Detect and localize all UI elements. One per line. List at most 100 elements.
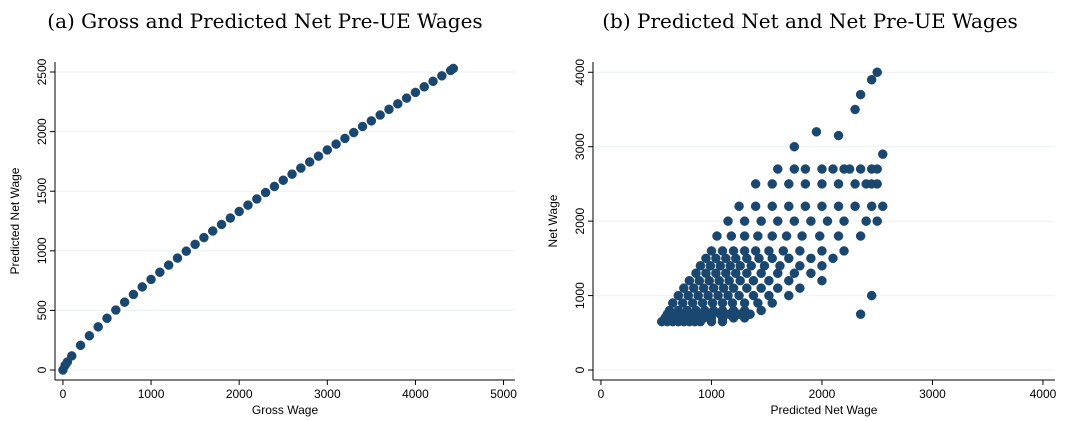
point — [789, 164, 800, 174]
point — [828, 253, 838, 264]
point — [775, 261, 785, 271]
point — [428, 76, 438, 87]
point — [84, 331, 95, 341]
point — [711, 253, 721, 264]
point — [742, 268, 752, 279]
point — [817, 201, 827, 212]
point — [287, 169, 297, 179]
point — [731, 268, 741, 279]
point — [727, 298, 738, 308]
point — [822, 216, 833, 226]
point — [773, 164, 783, 174]
point — [723, 290, 733, 301]
y-tick-label: 500 — [35, 300, 49, 320]
point — [866, 290, 877, 301]
point — [855, 231, 866, 241]
y-tick-label: 1500 — [35, 178, 49, 205]
point — [833, 231, 844, 241]
y-tick-label: 1000 — [35, 237, 49, 264]
x-tick-label: 1000 — [138, 387, 165, 401]
point — [778, 246, 789, 256]
point — [735, 261, 745, 271]
point — [759, 261, 770, 271]
y-tick-label: 2000 — [573, 207, 587, 234]
point — [93, 322, 103, 332]
point — [726, 231, 737, 241]
point — [684, 275, 695, 286]
point — [706, 246, 717, 256]
point — [717, 298, 728, 308]
point — [384, 104, 394, 115]
x-tick-label: 3000 — [919, 387, 946, 401]
point — [181, 246, 192, 256]
point — [795, 261, 805, 271]
point — [705, 261, 716, 271]
point — [855, 89, 866, 100]
point — [448, 63, 459, 74]
point — [739, 231, 750, 241]
point — [734, 290, 744, 301]
point — [739, 246, 750, 256]
point — [872, 179, 882, 189]
y-tick-label: 2000 — [35, 118, 49, 145]
point — [789, 141, 800, 152]
point — [817, 246, 827, 256]
point — [703, 290, 713, 301]
point — [734, 201, 744, 212]
x-tick-label: 2000 — [809, 387, 836, 401]
point — [817, 261, 827, 271]
point — [753, 298, 763, 308]
point — [128, 289, 139, 300]
point — [146, 274, 156, 285]
point — [701, 253, 711, 264]
point — [850, 104, 860, 115]
x-tick-label: 2000 — [226, 387, 253, 401]
point — [252, 194, 262, 204]
point — [668, 298, 678, 308]
point — [855, 164, 866, 174]
point — [756, 216, 766, 226]
point — [877, 149, 888, 159]
point — [66, 351, 77, 361]
point — [393, 99, 403, 109]
point — [748, 275, 759, 286]
point — [833, 130, 844, 141]
point — [296, 163, 306, 173]
x-tick-label: 0 — [598, 387, 605, 401]
point — [683, 290, 694, 301]
point — [784, 201, 794, 212]
point — [773, 216, 783, 226]
x-axis-label: Gross Wage — [252, 403, 319, 417]
point — [313, 151, 324, 161]
point — [764, 290, 774, 301]
point — [717, 246, 728, 256]
x-tick-label: 3000 — [314, 387, 341, 401]
point — [163, 260, 174, 270]
point — [746, 261, 756, 271]
point — [839, 216, 849, 226]
point — [767, 201, 777, 212]
point — [833, 179, 844, 189]
point — [673, 290, 684, 301]
point — [850, 179, 860, 189]
point — [767, 231, 777, 241]
point — [806, 216, 816, 226]
point — [366, 116, 377, 126]
point — [695, 261, 706, 271]
point — [872, 216, 882, 226]
y-axis-label: Net Wage — [546, 194, 560, 247]
point — [781, 231, 792, 241]
x-tick-label: 4000 — [1030, 387, 1057, 401]
point — [795, 283, 805, 293]
point — [712, 231, 722, 241]
point — [679, 283, 689, 293]
point — [833, 201, 844, 212]
point — [767, 179, 777, 189]
point — [800, 164, 811, 174]
point — [723, 216, 733, 226]
point — [811, 127, 822, 137]
point — [718, 283, 729, 293]
y-tick-label: 0 — [35, 366, 49, 373]
